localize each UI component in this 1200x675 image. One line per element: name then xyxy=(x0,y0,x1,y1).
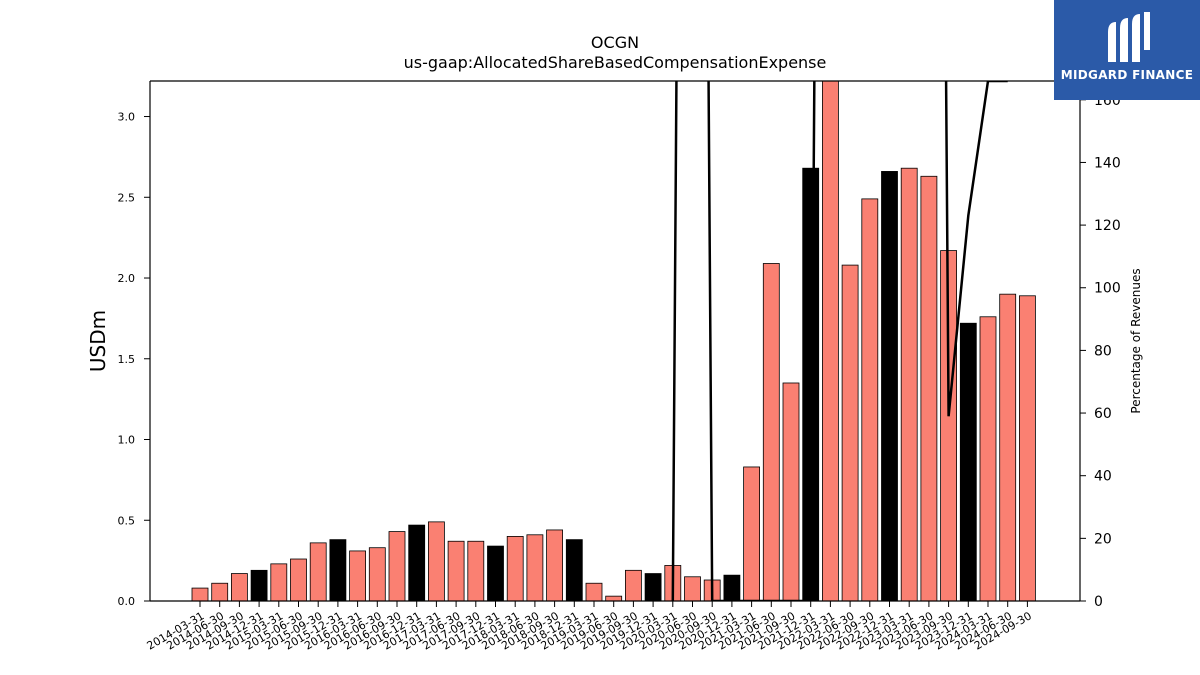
bar xyxy=(979,316,997,601)
y-tick-label: 0.5 xyxy=(118,514,136,527)
bar xyxy=(881,171,898,601)
bar xyxy=(782,382,800,601)
line-layer xyxy=(671,81,1008,601)
bar xyxy=(684,576,701,601)
bar xyxy=(467,540,485,601)
y2-tick-label: 100 xyxy=(1094,281,1121,297)
bar xyxy=(191,587,209,601)
bar xyxy=(585,582,603,601)
bar xyxy=(822,81,839,601)
bar xyxy=(900,167,918,601)
y2-tick-label: 80 xyxy=(1094,343,1112,359)
y-tick-label: 2.0 xyxy=(118,272,136,285)
y2-tick-label: 40 xyxy=(1094,469,1112,485)
bar xyxy=(743,466,760,601)
bar xyxy=(920,175,938,601)
bar xyxy=(309,542,327,601)
bar xyxy=(368,547,386,601)
y-tick-label: 2.5 xyxy=(118,191,136,204)
bar xyxy=(329,539,347,601)
chart-subtitle: us-gaap:AllocatedShareBasedCompensationE… xyxy=(404,53,827,72)
bar xyxy=(250,569,268,601)
bar xyxy=(211,582,229,601)
y-tick-label: 1.0 xyxy=(118,434,136,447)
y2-tick-label: 140 xyxy=(1094,155,1121,171)
bar xyxy=(526,534,544,601)
bars-layer xyxy=(191,81,1036,601)
y2-tick-label: 20 xyxy=(1094,531,1112,547)
bar xyxy=(999,293,1017,601)
y-tick-label: 1.5 xyxy=(118,353,136,366)
bar xyxy=(230,573,248,601)
bar xyxy=(447,540,465,601)
bar xyxy=(644,573,662,601)
brand-name: MIDGARD FINANCE xyxy=(1060,68,1194,82)
bar xyxy=(427,521,445,601)
bar xyxy=(723,574,741,601)
y-tick-label: 3.0 xyxy=(118,111,136,124)
chart-title: OCGN xyxy=(591,33,639,52)
bar xyxy=(625,569,642,601)
bar xyxy=(290,558,307,601)
bar xyxy=(861,198,879,601)
y-tick-label: 0.0 xyxy=(118,595,136,608)
brand-logo: MIDGARD FINANCE xyxy=(1054,0,1200,100)
series-line xyxy=(671,81,1008,601)
y2-tick-label: 60 xyxy=(1094,406,1112,422)
logo-mark-icon xyxy=(1108,12,1150,62)
y2-axis-label: Percentage of Revenues xyxy=(1129,268,1143,413)
bar xyxy=(1019,295,1036,601)
y2-tick-label: 0 xyxy=(1094,594,1103,610)
bar xyxy=(841,264,859,601)
bar xyxy=(408,524,426,601)
bar xyxy=(762,263,780,601)
bar xyxy=(565,539,583,601)
bar xyxy=(802,167,820,601)
y-axis-label: USDm xyxy=(86,310,110,372)
bar xyxy=(546,529,563,601)
bar xyxy=(349,550,367,601)
bar xyxy=(506,536,524,601)
bar xyxy=(959,322,977,601)
bar xyxy=(605,595,623,601)
bar xyxy=(270,563,288,601)
bar xyxy=(487,545,504,601)
y2-tick-label: 120 xyxy=(1094,218,1121,234)
axes-layer: 0.00.51.01.52.02.53.00204060801001201401… xyxy=(118,80,1121,653)
bar xyxy=(388,531,406,601)
